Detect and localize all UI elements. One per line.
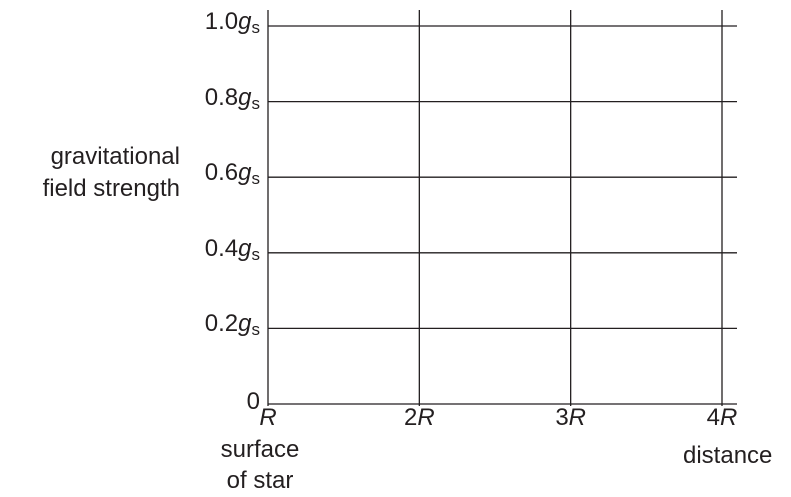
- y-axis-label: gravitational field strength: [0, 143, 180, 203]
- y-tick-label: 0.6gs: [204, 159, 260, 189]
- x-start-annotation: surface of star: [210, 436, 310, 495]
- x-start-annotation-line-2: of star: [226, 467, 294, 494]
- grid-lines: [268, 10, 737, 406]
- x-tick-label: 2R: [403, 404, 435, 431]
- y-tick-label: 0.8gs: [204, 83, 260, 113]
- axes: [267, 10, 737, 406]
- y-tick-label: 0.2gs: [204, 310, 260, 340]
- x-tick-label: 3R: [555, 404, 587, 431]
- y-tick-label: 0: [246, 388, 260, 415]
- y-tick-label: 1.0gs: [204, 8, 260, 37]
- x-tick-label: R: [259, 404, 277, 431]
- x-axis-label: distance: [683, 442, 773, 469]
- y-axis-label-line-1: gravitational: [50, 143, 180, 170]
- y-tick-label: 0.4gs: [204, 234, 260, 264]
- x-start-annotation-line-1: surface: [220, 436, 300, 463]
- x-tick-label: 4R: [706, 404, 738, 431]
- y-axis-label-line-2: field strength: [42, 175, 180, 202]
